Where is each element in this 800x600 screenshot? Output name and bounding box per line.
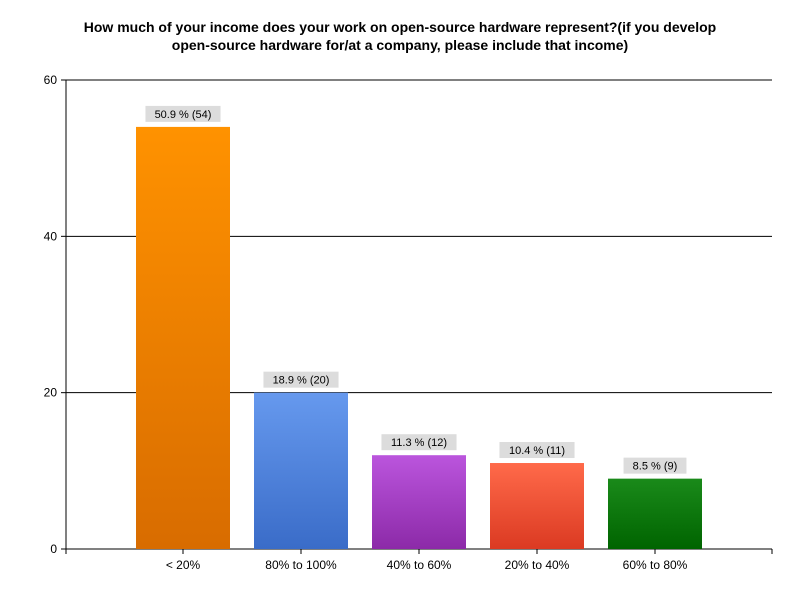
bar [372,455,466,549]
data-label-text: 8.5 % (9) [633,461,678,473]
bars [136,126,702,550]
chart-title-line-1: How much of your income does your work o… [83,19,717,35]
x-tick-label: 60% to 80% [623,558,688,572]
bar [136,126,230,550]
chart-title-line-2: open-source hardware for/at a company, p… [171,37,629,53]
data-label-text: 50.9 % (54) [155,109,212,121]
bar [490,463,584,549]
bar [254,392,348,549]
data-label-box [145,105,221,122]
data-label: 18.9 % (20) [263,371,339,388]
data-label-box [263,371,339,388]
x-tick-label: < 20% [166,558,201,572]
data-label: 50.9 % (54) [145,105,221,122]
chart-title: How much of your income does your work o… [40,18,760,54]
x-tick-label: 40% to 60% [387,558,452,572]
data-label-text: 18.9 % (20) [273,375,330,387]
y-tick-label: 0 [50,542,57,556]
data-labels: 50.9 % (54) 18.9 % (20) 11.3 % (12) 10.4 % … [145,105,687,474]
y-tick-label: 60 [44,73,58,87]
data-label: 10.4 % (11) [499,442,575,459]
data-label-text: 11.3 % (12) [391,437,447,449]
data-label-box [381,434,457,451]
data-label: 8.5 % (9) [623,457,687,474]
x-tick-label: 80% to 100% [265,558,337,572]
data-label-text: 10.4 % (11) [509,445,565,457]
y-tick-label: 20 [44,386,58,400]
x-tick-label: 20% to 40% [505,558,570,572]
bar [608,478,702,549]
data-label: 11.3 % (12) [381,434,457,451]
data-label-box [499,442,575,459]
data-label-box [623,457,687,474]
y-tick-label: 40 [44,229,58,243]
